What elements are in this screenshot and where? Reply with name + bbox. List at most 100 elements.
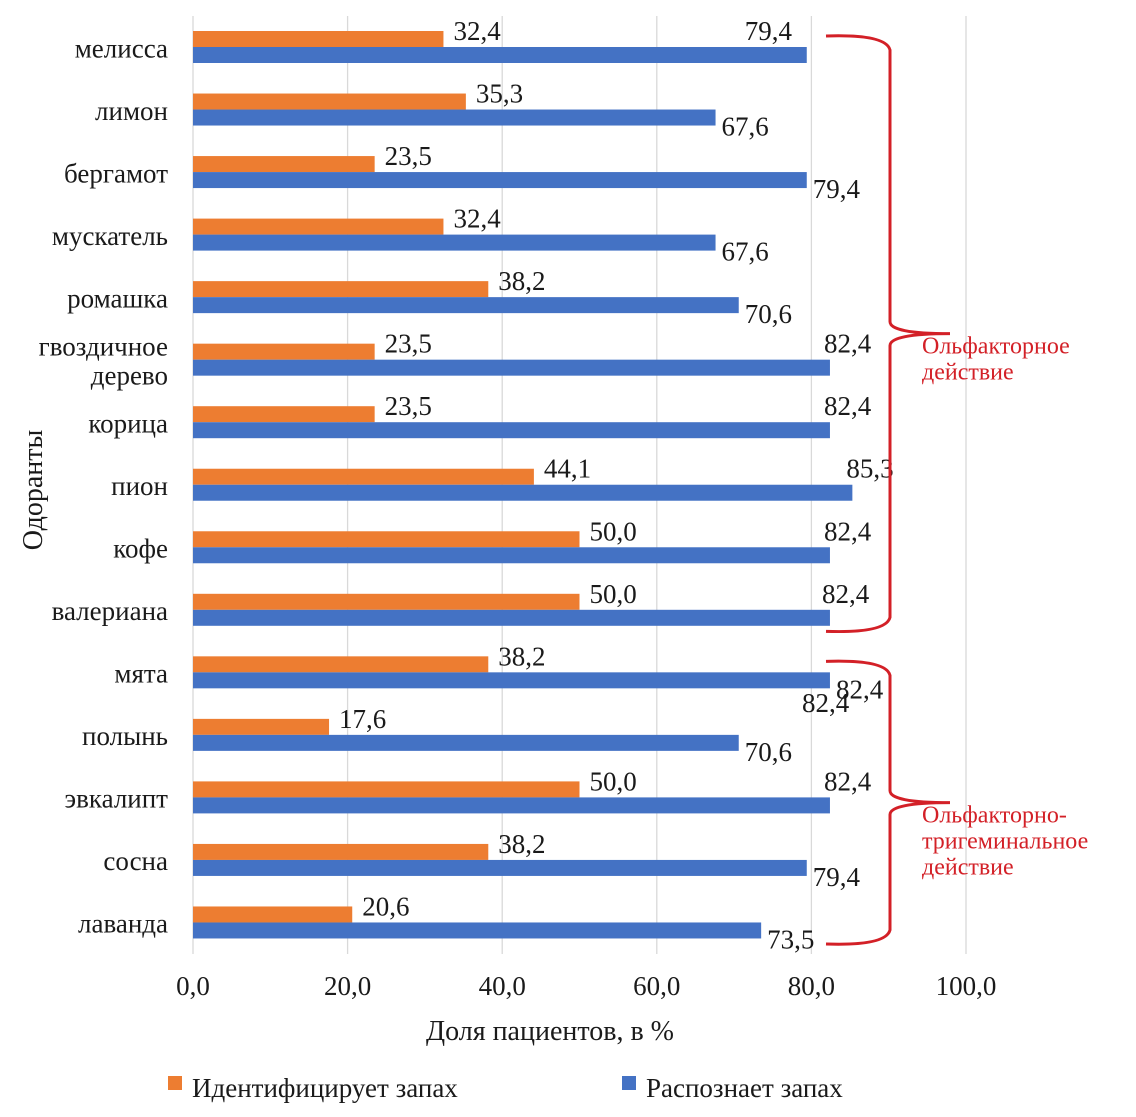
data-label-identifies: 17,6 xyxy=(339,704,386,734)
data-label-identifies: 23,5 xyxy=(385,391,432,421)
bar-identifies xyxy=(193,906,353,923)
bar-recognizes xyxy=(193,734,739,751)
bar-identifies xyxy=(193,343,375,360)
data-label-identifies: 38,2 xyxy=(498,641,545,671)
bar-recognizes xyxy=(193,297,739,314)
legend: Идентифицирует запах Распознает запах xyxy=(168,1073,843,1103)
bars xyxy=(193,31,853,939)
bar-recognizes xyxy=(193,547,830,564)
data-label-recognizes: 82,4 xyxy=(822,579,870,609)
bar-recognizes xyxy=(193,109,716,126)
legend-swatch-identifies xyxy=(168,1076,182,1090)
data-label-recognizes: 82,4 xyxy=(836,674,884,704)
category-label: мускатель xyxy=(52,221,168,251)
data-label-identifies: 38,2 xyxy=(498,829,545,859)
category-label: ромашка xyxy=(67,283,168,313)
legend-swatch-recognizes xyxy=(622,1076,636,1090)
data-label-identifies: 35,3 xyxy=(476,79,523,109)
data-label-recognizes: 79,4 xyxy=(745,16,793,46)
data-label-recognizes: 73,5 xyxy=(767,924,814,954)
annotation-text: действие xyxy=(922,360,1014,386)
category-label: дерево xyxy=(91,360,168,390)
bar-recognizes xyxy=(193,234,716,251)
data-label-identifies: 32,4 xyxy=(453,204,501,234)
x-tick-label: 80,0 xyxy=(788,971,835,1001)
category-label: сосна xyxy=(103,846,168,876)
bar-identifies xyxy=(193,468,534,485)
x-tick-label: 100,0 xyxy=(936,971,997,1001)
data-label-recognizes: 67,6 xyxy=(722,237,769,267)
x-tick-label: 60,0 xyxy=(633,971,680,1001)
data-label-recognizes: 79,4 xyxy=(813,174,861,204)
data-label-recognizes: 82,4 xyxy=(824,766,872,796)
bar-recognizes xyxy=(193,47,807,63)
category-label: валериана xyxy=(52,596,168,626)
data-label-recognizes: 79,4 xyxy=(813,862,861,892)
legend-label-identifies: Идентифицирует запах xyxy=(192,1073,458,1103)
bar-recognizes xyxy=(193,859,807,876)
data-label-recognizes: 70,6 xyxy=(745,299,792,329)
bar-identifies xyxy=(193,156,375,173)
bar-identifies xyxy=(193,843,489,860)
x-tick-labels: 0,0 20,0 40,0 60,0 80,0 100,0 xyxy=(176,971,996,1001)
category-label: корица xyxy=(88,408,168,438)
data-labels: 32,4 79,4 35,3 67,6 23,5 79,4 32,4 67,6 38,2 70,6… xyxy=(339,16,894,954)
bar-recognizes xyxy=(193,484,853,501)
annotation-text: Ольфакторное xyxy=(922,334,1070,360)
bar-identifies xyxy=(193,781,580,798)
category-label: лаванда xyxy=(78,909,168,939)
bar-recognizes xyxy=(193,922,762,939)
bar-recognizes xyxy=(193,797,830,814)
category-label: мелисса xyxy=(75,33,168,63)
data-label-identifies: 50,0 xyxy=(590,766,637,796)
data-label-recognizes-extra: 82,4 xyxy=(802,688,850,718)
category-label: эвкалипт xyxy=(65,784,169,814)
x-tick-label: 40,0 xyxy=(479,971,526,1001)
category-label: гвоздичное xyxy=(39,331,168,361)
category-label: лимон xyxy=(95,96,168,126)
bar-identifies xyxy=(193,93,466,110)
bar-identifies xyxy=(193,593,580,610)
category-labels: мелисса лимон бергамот мускатель ромашка гвоз… xyxy=(39,33,169,938)
annotation-brace xyxy=(825,34,951,634)
data-label-identifies: 23,5 xyxy=(385,141,432,171)
category-label: мята xyxy=(114,659,168,689)
bar-identifies xyxy=(193,531,580,548)
data-label-identifies: 50,0 xyxy=(590,516,637,546)
bar-identifies xyxy=(193,218,444,235)
data-label-recognizes: 85,3 xyxy=(846,454,893,484)
bar-recognizes xyxy=(193,672,830,689)
data-label-identifies: 23,5 xyxy=(385,329,432,359)
annotation-text: действие xyxy=(922,855,1014,881)
category-label: полынь xyxy=(82,721,168,751)
data-label-recognizes: 82,4 xyxy=(824,391,872,421)
category-label: пион xyxy=(111,471,168,501)
annotation-text: тригеминальное xyxy=(922,829,1088,855)
bar-identifies xyxy=(193,718,330,735)
y-axis-title: Одоранты xyxy=(18,430,49,551)
bar-recognizes xyxy=(193,359,830,376)
data-label-recognizes: 82,4 xyxy=(824,516,872,546)
data-label-identifies: 38,2 xyxy=(498,266,545,296)
annotation-text: Ольфакторно- xyxy=(922,803,1067,829)
bar-identifies xyxy=(193,281,489,298)
bar-recognizes xyxy=(193,172,807,189)
x-tick-label: 20,0 xyxy=(324,971,371,1001)
bar-recognizes xyxy=(193,422,830,439)
x-axis-title: Доля пациентов, в % xyxy=(426,1016,674,1047)
bar-identifies xyxy=(193,656,489,673)
annotations: ОльфакторноедействиеОльфакторно-тригемин… xyxy=(825,34,1088,946)
x-tick-label: 0,0 xyxy=(176,971,210,1001)
data-label-identifies: 50,0 xyxy=(590,579,637,609)
data-label-recognizes: 82,4 xyxy=(824,329,872,359)
bar-recognizes xyxy=(193,609,830,626)
data-label-identifies: 44,1 xyxy=(544,454,591,484)
data-label-identifies: 32,4 xyxy=(453,16,501,46)
bar-identifies xyxy=(193,31,444,47)
category-label: кофе xyxy=(113,534,168,564)
category-label: бергамот xyxy=(64,158,168,188)
bar-identifies xyxy=(193,406,375,423)
data-label-recognizes: 70,6 xyxy=(745,737,792,767)
data-label-recognizes: 67,6 xyxy=(722,112,769,142)
